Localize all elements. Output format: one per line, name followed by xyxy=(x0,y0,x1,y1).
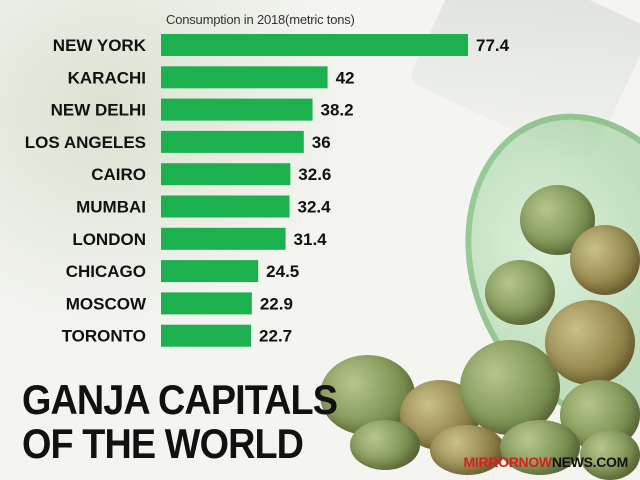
value-label: 22.9 xyxy=(260,294,293,313)
chart-title: Consumption in 2018(metric tons) xyxy=(166,12,355,27)
bud-9 xyxy=(350,420,420,470)
category-label: CHICAGO xyxy=(66,262,146,281)
value-label: 22.7 xyxy=(259,327,292,346)
category-label: LONDON xyxy=(72,230,146,249)
bar xyxy=(161,163,291,186)
bud-3 xyxy=(460,340,560,435)
value-label: 31.4 xyxy=(294,230,328,249)
category-label: MUMBAI xyxy=(76,198,146,217)
source-brand-part2: NEWS.COM xyxy=(551,454,628,470)
bar xyxy=(161,324,252,347)
category-label: TORONTO xyxy=(62,327,146,346)
category-label: CAIRO xyxy=(91,165,146,184)
bar xyxy=(161,195,290,218)
value-label: 42 xyxy=(336,68,355,87)
bar-chart: NEW YORK 77.4 KARACHI 42 NEW DELHI 38.2 LOS AN… xyxy=(25,34,510,347)
bar xyxy=(161,130,304,153)
bud-10 xyxy=(430,425,505,475)
bar xyxy=(161,227,286,250)
category-label: LOS ANGELES xyxy=(25,133,146,152)
bud-8 xyxy=(485,260,555,325)
category-label: NEW DELHI xyxy=(51,101,146,120)
headline-line-1: GANJA CAPITALS xyxy=(22,376,338,423)
bar xyxy=(161,34,468,56)
category-label: MOSCOW xyxy=(66,294,147,313)
headline-line-2: OF THE WORLD xyxy=(22,420,304,467)
value-label: 24.5 xyxy=(266,262,299,281)
category-label: NEW YORK xyxy=(53,36,147,55)
bars-group: NEW YORK 77.4 KARACHI 42 NEW DELHI 38.2 LOS AN… xyxy=(25,34,510,347)
bud-11 xyxy=(500,420,580,475)
bud-4 xyxy=(545,300,635,385)
bar xyxy=(161,98,313,121)
bud-12 xyxy=(580,430,640,480)
category-label: KARACHI xyxy=(68,68,146,87)
value-label: 32.6 xyxy=(298,165,331,184)
value-label: 38.2 xyxy=(321,101,354,120)
source-credit: MIRRORNOWNEWS.COM xyxy=(463,454,629,470)
source-brand-part1: MIRRORNOW xyxy=(463,454,553,470)
bud-7 xyxy=(570,225,640,295)
value-label: 36 xyxy=(312,133,331,152)
bar xyxy=(161,292,252,315)
value-label: 32.4 xyxy=(298,198,332,217)
value-label: 77.4 xyxy=(476,36,510,55)
headline: GANJA CAPITALS OF THE WORLD xyxy=(22,376,338,467)
bar xyxy=(161,260,259,283)
bar xyxy=(161,66,328,89)
